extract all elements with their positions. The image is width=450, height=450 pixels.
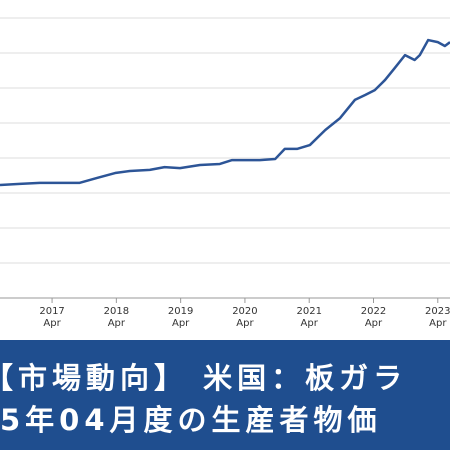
data-line <box>0 38 450 187</box>
x-tick-label: 2018 Apr <box>104 306 129 329</box>
x-tick-label: 2022 Apr <box>361 306 386 329</box>
x-tick-label: 2017 Apr <box>39 306 64 329</box>
x-tick-label: 2020 Apr <box>232 306 257 329</box>
x-tick-label: 2023 Apr <box>425 306 450 329</box>
banner-line: 5年04月度の生産者物価 <box>0 403 382 437</box>
x-tick-label: 2019 Apr <box>168 306 193 329</box>
banner-line: 【市場動向】 米国：板ガラ <box>0 361 407 395</box>
plot: 2017 Apr 2018 Apr 2019 Apr 2020 Apr 2021 Apr 2022 A… <box>0 17 450 329</box>
banner-background <box>0 340 450 450</box>
x-tick-label: 2021 Apr <box>296 306 321 329</box>
